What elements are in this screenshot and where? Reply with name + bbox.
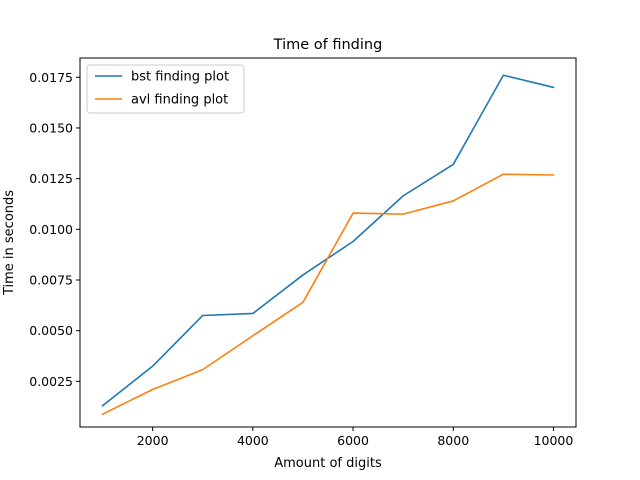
y-tick-label: 0.0100	[29, 222, 73, 237]
y-tick-label: 0.0150	[29, 120, 73, 135]
legend-frame	[86, 64, 245, 114]
x-tick-label: 4000	[237, 433, 269, 448]
x-tick-label: 10000	[534, 433, 574, 448]
legend-label-1: bst finding plot	[131, 70, 229, 85]
series-lines	[101, 74, 555, 416]
x-tick-label: 6000	[337, 433, 369, 448]
chart-title: Time of finding	[273, 37, 383, 53]
legend: bst finding plot avl finding plot	[86, 64, 245, 114]
y-tick-label: 0.0075	[29, 273, 73, 288]
y-tick-label: 0.0025	[29, 374, 73, 389]
y-tick-label: 0.0050	[29, 323, 73, 338]
x-tick-label: 8000	[437, 433, 469, 448]
x-axis-ticks: 2000 4000 6000 8000 10000	[137, 427, 574, 448]
x-axis-label: Amount of digits	[274, 456, 382, 471]
y-axis-ticks: 0.0025 0.0050 0.0075 0.0100 0.0125 0.0150 0.01…	[29, 70, 80, 389]
legend-label-2: avl finding plot	[131, 93, 228, 108]
y-tick-label: 0.0125	[29, 171, 73, 186]
series-line-2	[101, 173, 555, 416]
y-tick-label: 0.0175	[29, 70, 73, 85]
y-axis-label: Time in seconds	[2, 190, 17, 296]
x-tick-label: 2000	[137, 433, 169, 448]
plot-frame	[79, 57, 577, 428]
